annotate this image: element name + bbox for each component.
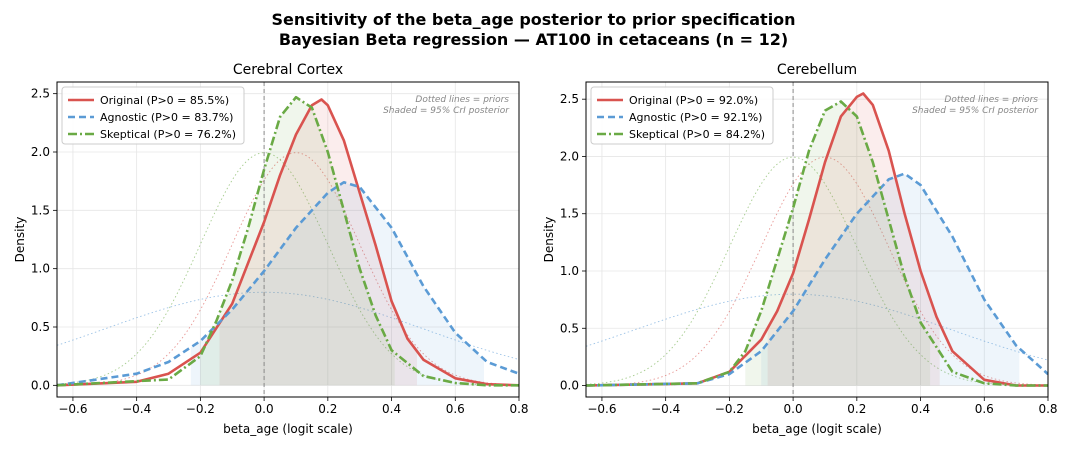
cerebellum-legend-label-0: Original (P>0 = 92.0%) xyxy=(629,94,758,107)
cerebellum-xtick-label: 0.0 xyxy=(784,402,803,416)
cerebellum-ytick-label: 1.5 xyxy=(560,207,579,221)
cortex-posterior-1 xyxy=(57,181,519,387)
cortex-ci-area-2 xyxy=(200,98,395,386)
cortex-xtick-label: 0.2 xyxy=(318,402,337,416)
cortex-ylabel: Density xyxy=(13,217,27,263)
cerebellum-posterior-2 xyxy=(586,100,1048,387)
cortex-ytick-label: 0.5 xyxy=(31,320,50,334)
cortex-ytick-label: 2.5 xyxy=(31,87,50,101)
cortex-xtick-label: −0.4 xyxy=(122,402,151,416)
cerebellum-xtick-label: −0.4 xyxy=(651,402,680,416)
cortex-xtick-label: 0.0 xyxy=(255,402,274,416)
cortex-xtick-label: 0.8 xyxy=(509,402,528,416)
cortex-frame xyxy=(56,81,520,398)
cerebellum-title: Cerebellum xyxy=(777,62,857,78)
cerebellum-ytick-label: 0.0 xyxy=(560,379,579,393)
cerebellum-xtick-label: 0.8 xyxy=(1038,402,1057,416)
cerebellum-ci-area-0 xyxy=(767,94,940,386)
cortex-legend-label-2: Skeptical (P>0 = 76.2%) xyxy=(100,128,236,141)
cerebellum-plot-area xyxy=(586,82,1048,397)
cortex-plot-area xyxy=(57,82,519,397)
cortex-ytick-label: 1.0 xyxy=(31,262,50,276)
cortex-xtick-label: 0.6 xyxy=(446,402,465,416)
cortex-posterior-2 xyxy=(57,95,519,387)
cortex-xtick-label: −0.2 xyxy=(186,402,215,416)
cerebellum-xtick-label: 0.6 xyxy=(975,402,994,416)
cerebellum-note-line2: Shaded = 95% CrI posterior xyxy=(912,106,1039,116)
cerebellum-legend-box xyxy=(590,86,774,145)
cortex-ci-area-0 xyxy=(219,99,417,386)
cerebellum-legend: Original (P>0 = 92.0%) Agnostic (P>0 = 92… xyxy=(590,86,774,145)
cortex-prior-0 xyxy=(57,152,519,386)
cerebellum-posterior-1 xyxy=(586,172,1048,387)
cortex-posterior-0 xyxy=(57,98,519,387)
figure-title-line2: Bayesian Beta regression — AT100 in ceta… xyxy=(278,30,789,49)
cerebellum-ylabel: Density xyxy=(542,217,556,263)
cerebellum-ytick-label: 2.0 xyxy=(560,149,579,163)
cortex-title: Cerebral Cortex xyxy=(233,62,343,78)
cerebellum-xlabel: beta_age (logit scale) xyxy=(752,422,882,436)
cortex-note-line1: Dotted lines = priors xyxy=(415,95,509,105)
cortex-xtick-label: 0.4 xyxy=(382,402,401,416)
cerebellum-ci-area-1 xyxy=(761,174,1020,386)
cortex-xlabel: beta_age (logit scale) xyxy=(223,422,353,436)
cortex-legend-label-0: Original (P>0 = 85.5%) xyxy=(100,94,229,107)
cerebellum-posterior-0 xyxy=(586,92,1048,387)
cortex-legend-label-1: Agnostic (P>0 = 83.7%) xyxy=(100,111,233,124)
cortex-ytick-label: 0.0 xyxy=(31,378,50,392)
cerebellum-note-line1: Dotted lines = priors xyxy=(944,95,1038,105)
cerebellum-legend-label-2: Skeptical (P>0 = 84.2%) xyxy=(629,128,765,141)
cortex-legend: Original (P>0 = 85.5%) Agnostic (P>0 = 83… xyxy=(61,86,245,145)
cerebellum-xtick-label: 0.4 xyxy=(911,402,930,416)
cerebellum-prior-1 xyxy=(586,293,1048,361)
cerebellum-xtick-label: 0.2 xyxy=(847,402,866,416)
cerebellum-ytick-label: 0.5 xyxy=(560,321,579,335)
cerebellum-legend-label-1: Agnostic (P>0 = 92.1%) xyxy=(629,111,762,124)
figure-title-line1: Sensitivity of the beta_age posterior to… xyxy=(271,10,796,29)
cerebellum-prior-2 xyxy=(586,156,1048,386)
cortex-ytick-label: 2.0 xyxy=(31,145,50,159)
cerebellum-frame xyxy=(585,81,1049,398)
cerebellum-panel: −0.6 −0.4 −0.2 0.0 0.2 0.4 0.6 0.8 0.0 0.5 1.0 1.5 2… xyxy=(542,62,1058,436)
cerebellum-xtick-label: −0.2 xyxy=(715,402,744,416)
cortex-panel: −0.6 −0.4 −0.2 0.0 0.2 0.4 0.6 0.8 0.0 0.5 1.0 1.5 2… xyxy=(13,62,529,436)
cortex-ytick-label: 1.5 xyxy=(31,203,50,217)
cortex-legend-box xyxy=(61,86,245,145)
cerebellum-ytick-label: 2.5 xyxy=(560,92,579,106)
cortex-xtick-label: −0.6 xyxy=(58,402,87,416)
cortex-note-line2: Shaded = 95% CrI posterior xyxy=(383,106,510,116)
cerebellum-ytick-label: 1.0 xyxy=(560,264,579,278)
cerebellum-xtick-label: −0.6 xyxy=(587,402,616,416)
